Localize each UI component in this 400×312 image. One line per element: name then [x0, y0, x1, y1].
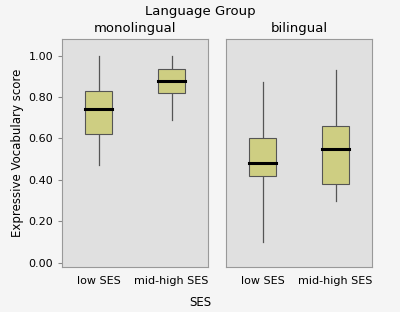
- Text: SES: SES: [189, 296, 211, 309]
- Title: monolingual: monolingual: [94, 22, 176, 35]
- Title: bilingual: bilingual: [270, 22, 328, 35]
- Bar: [249, 139, 276, 176]
- Text: Language Group: Language Group: [145, 5, 255, 18]
- Y-axis label: Expressive Vocabulary score: Expressive Vocabulary score: [11, 69, 24, 237]
- Bar: [322, 126, 349, 184]
- Bar: [85, 91, 112, 134]
- Bar: [158, 69, 185, 93]
